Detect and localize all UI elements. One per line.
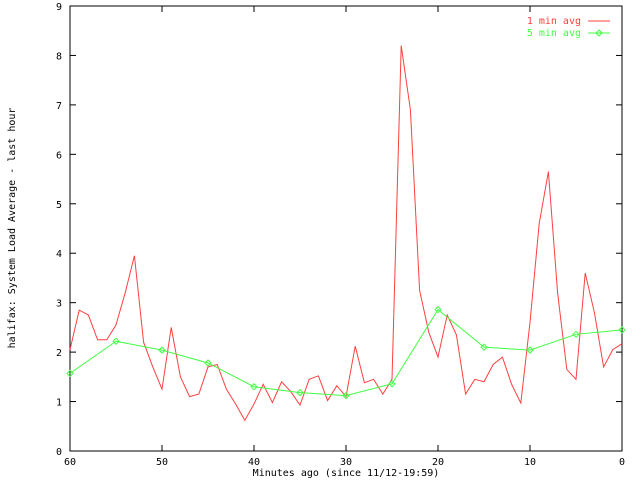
y-tick-label: 8 xyxy=(56,51,62,62)
x-tick-label: 20 xyxy=(432,457,444,468)
y-tick-label: 7 xyxy=(56,101,62,112)
series-point xyxy=(204,359,212,367)
series-point xyxy=(572,330,580,339)
series-point xyxy=(296,388,304,397)
series-point xyxy=(526,346,534,354)
series-line-0 xyxy=(69,45,623,422)
x-axis-label: Minutes ago (since 11/12-19:59) xyxy=(253,468,440,479)
legend-marker xyxy=(595,29,603,37)
series-point xyxy=(434,305,442,314)
legend-label-0: 1 min avg xyxy=(527,16,581,27)
x-tick-label: 40 xyxy=(248,457,260,468)
y-tick-label: 5 xyxy=(56,200,62,211)
y-tick-label: 2 xyxy=(56,348,62,359)
y-tick-label: 4 xyxy=(56,249,62,260)
series-point xyxy=(112,337,120,345)
x-tick-label: 30 xyxy=(340,457,352,468)
y-tick-label: 6 xyxy=(56,150,62,161)
series-line-1 xyxy=(69,308,623,397)
y-tick-label: 0 xyxy=(56,447,62,458)
series-point xyxy=(388,380,396,388)
series-point xyxy=(618,326,626,334)
x-tick-label: 10 xyxy=(524,457,536,468)
y-tick-label: 9 xyxy=(56,2,62,13)
series-point xyxy=(158,346,166,354)
series-point xyxy=(66,369,74,378)
series-point xyxy=(250,383,258,391)
x-tick-label: 0 xyxy=(619,457,625,468)
series-point xyxy=(342,391,350,400)
y-tick-label: 1 xyxy=(56,398,62,409)
plot-border xyxy=(69,5,623,452)
y-axis-label: halifax: System Load Average - last hour xyxy=(7,108,18,349)
legend-label-1: 5 min avg xyxy=(527,28,581,39)
x-tick-label: 60 xyxy=(64,457,76,468)
y-tick-label: 3 xyxy=(56,299,62,310)
series-point xyxy=(480,343,488,351)
x-tick-label: 50 xyxy=(156,457,168,468)
